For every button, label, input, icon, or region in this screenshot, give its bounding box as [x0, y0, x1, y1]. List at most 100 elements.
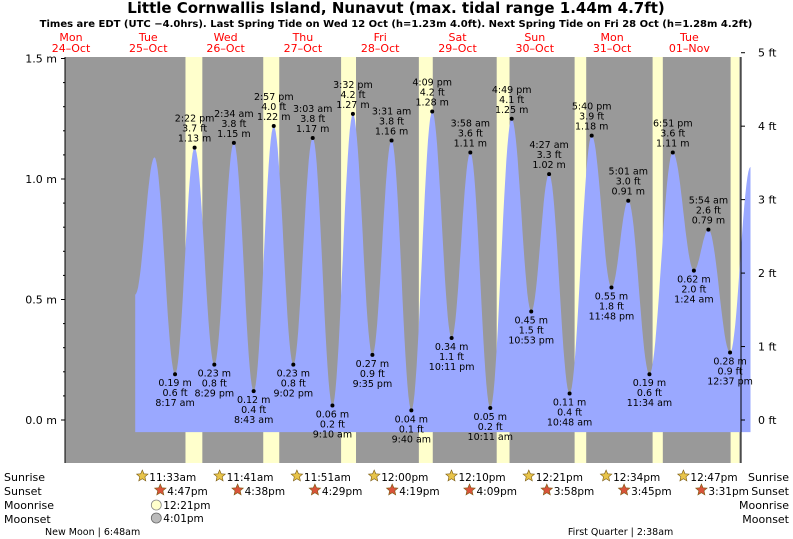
tide-point [409, 408, 414, 413]
right-axis-tick-label: 0 ft [758, 414, 777, 427]
tide-points: 0.19 m0.6 ft8:17 am2:22 pm3.7 ft1.13 m0.… [155, 78, 753, 446]
sunrise-icon [290, 469, 304, 482]
tide-height-label: 0.55 m [595, 291, 628, 302]
tide-point [231, 140, 236, 145]
tide-feet-label: 2.6 ft [696, 206, 721, 217]
tide-height-label: 1.13 m [178, 134, 211, 145]
tide-feet-label: 4.0 ft [261, 102, 286, 113]
tide-time-label: 2:57 pm [254, 92, 294, 103]
tide-time-label: 4:27 am [529, 140, 568, 151]
sunset-icon [153, 483, 167, 496]
tide-height-label: 0.91 m [612, 187, 645, 198]
y-axis-meters: 0.0 m 0.5 m 1.0 m 1.5 m [25, 53, 66, 463]
tide-feet-label: 0.4 ft [557, 407, 582, 418]
tide-time-label: 5:54 am [689, 196, 728, 207]
tide-point [330, 403, 335, 408]
right-axis-tick-label: 4 ft [758, 120, 777, 133]
day-date-label: 27–Oct [284, 42, 323, 55]
right-axis-tick-label: 3 ft [758, 194, 777, 207]
tide-area [135, 111, 751, 433]
sunrise-label-left: Sunrise [4, 471, 45, 484]
tide-time-label: 2:34 am [214, 109, 253, 120]
day-date-label: 30–Oct [516, 42, 555, 55]
day-name-label: Tue [679, 31, 699, 44]
tide-point [670, 150, 675, 155]
moon-phase-label: New Moon | 6:48am [45, 527, 140, 538]
tide-point [691, 268, 696, 273]
sunrise-icon [367, 469, 381, 482]
day-date-label: 31–Oct [593, 42, 632, 55]
tide-feet-label: 3.7 ft [182, 124, 207, 135]
sunset-time: 4:19pm [399, 486, 439, 498]
moonrise-label-left: Moonrise [4, 499, 54, 512]
tide-feet-label: 3.6 ft [458, 128, 483, 139]
tide-feet-label: 0.9 ft [718, 367, 743, 378]
sunset-time: 4:38pm [245, 486, 285, 498]
tide-height-label: 0.19 m [633, 378, 666, 389]
tide-height-label: 1.11 m [656, 138, 689, 149]
moonrise-time: 12:21pm [163, 500, 210, 512]
sunrise-icon [445, 469, 458, 482]
sunset-icon [694, 483, 708, 496]
tide-time-label: 3:32 pm [333, 80, 373, 91]
tide-height-label: 1.22 m [257, 112, 290, 123]
tide-time-label: 11:34 am [627, 398, 672, 409]
tide-height-label: 1.11 m [454, 138, 487, 149]
tide-feet-label: 0.6 ft [163, 388, 188, 399]
tide-time-label: 3:03 am [293, 104, 332, 115]
right-axis-tick-label: 2 ft [758, 267, 777, 280]
tide-time-label: 8:29 pm [194, 389, 234, 400]
sunrise-time: 12:10pm [459, 472, 506, 484]
day-name-label: Tue [138, 31, 158, 44]
daylight-band [574, 57, 587, 463]
tide-time-label: 5:01 am [609, 167, 648, 178]
day-date-label: 25–Oct [129, 42, 168, 55]
sunset-label-right: Sunset [751, 485, 789, 498]
tide-time-label: 5:40 pm [572, 102, 612, 113]
tide-point [647, 372, 652, 377]
tide-time-label: 8:43 am [234, 415, 273, 426]
tide-feet-label: 3.3 ft [537, 150, 562, 161]
day-headers: Mon24–OctTue25–OctWed26–OctThu27–OctFri2… [52, 31, 711, 55]
tide-feet-label: 2.0 ft [681, 285, 706, 296]
tide-height-label: 0.28 m [713, 357, 746, 368]
sunset-icon [540, 483, 554, 496]
left-axis-tick-label: 0.5 m [25, 294, 57, 307]
tide-feet-label: 0.8 ft [281, 379, 306, 390]
tide-time-label: 2:22 pm [175, 114, 215, 125]
tide-feet-label: 3.8 ft [221, 119, 246, 130]
tide-point [468, 150, 473, 155]
tide-point [728, 350, 733, 355]
sun-moon-panel: 11:33am4:47pm12:21pm4:01pm11:41am4:38pm1… [45, 469, 749, 538]
tide-height-label: 1.17 m [296, 124, 329, 135]
tide-point [251, 389, 256, 394]
tide-point [350, 111, 355, 116]
sunrise-time: 12:47pm [690, 472, 737, 484]
tide-feet-label: 0.1 ft [399, 424, 424, 435]
sunrise-icon [676, 469, 690, 482]
sunrise-icon [213, 469, 227, 482]
sunrise-icon [522, 469, 536, 482]
tide-point [509, 116, 514, 121]
tide-point [626, 198, 631, 203]
sunset-time: 4:47pm [167, 486, 207, 498]
tide-time-label: 1:24 am [674, 295, 713, 306]
tide-time-label: 3:58 am [451, 118, 490, 129]
sunset-time: 4:29pm [322, 486, 362, 498]
tide-feet-label: 4.2 ft [340, 90, 365, 101]
tide-feet-label: 4.2 ft [420, 88, 445, 99]
sunrise-time: 12:34pm [613, 472, 660, 484]
tide-time-label: 10:48 am [547, 417, 592, 428]
tide-height-label: 0.79 m [692, 216, 725, 227]
tide-height-label: 0.34 m [435, 342, 468, 353]
sunset-icon [231, 483, 245, 496]
tide-height-label: 0.12 m [237, 395, 270, 406]
tide-height-label: 1.25 m [495, 105, 528, 116]
sunset-icon [463, 483, 476, 496]
sunrise-time: 12:21pm [536, 472, 583, 484]
day-name-label: Thu [292, 31, 314, 44]
tide-height-label: 0.62 m [677, 275, 710, 286]
tide-height-label: 0.27 m [356, 359, 389, 370]
day-name-label: Sat [448, 31, 467, 44]
sunset-icon [617, 483, 631, 496]
